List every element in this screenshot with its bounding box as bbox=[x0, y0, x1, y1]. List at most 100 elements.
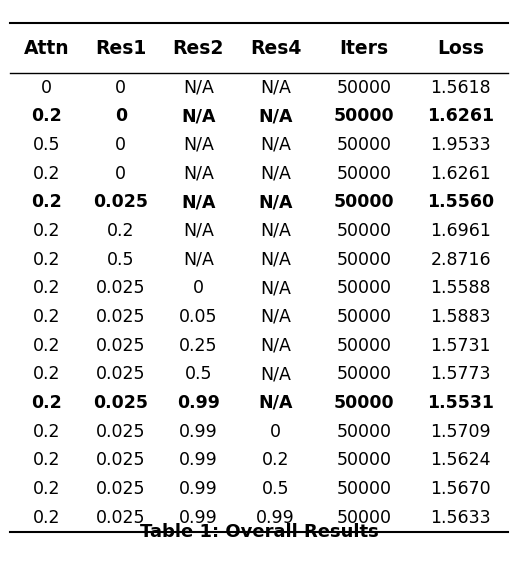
Text: N/A: N/A bbox=[260, 336, 291, 355]
Text: 0.5: 0.5 bbox=[184, 366, 212, 383]
Text: 50000: 50000 bbox=[337, 423, 392, 440]
Text: 1.6261: 1.6261 bbox=[430, 165, 491, 182]
Text: 0: 0 bbox=[115, 107, 127, 125]
Text: 50000: 50000 bbox=[337, 165, 392, 182]
Text: 0.5: 0.5 bbox=[33, 136, 60, 154]
Text: 0: 0 bbox=[41, 78, 52, 97]
Text: 0.2: 0.2 bbox=[33, 480, 60, 498]
Text: 0.99: 0.99 bbox=[179, 451, 218, 469]
Text: 0: 0 bbox=[193, 279, 204, 297]
Text: N/A: N/A bbox=[183, 222, 213, 240]
Text: Res2: Res2 bbox=[172, 38, 224, 58]
Text: 0.2: 0.2 bbox=[31, 394, 62, 412]
Text: 0.025: 0.025 bbox=[96, 480, 146, 498]
Text: 0: 0 bbox=[116, 136, 126, 154]
Text: 0.025: 0.025 bbox=[96, 279, 146, 297]
Text: 0.2: 0.2 bbox=[33, 251, 60, 269]
Text: 1.6961: 1.6961 bbox=[430, 222, 491, 240]
Text: 0.99: 0.99 bbox=[179, 480, 218, 498]
Text: 1.5531: 1.5531 bbox=[427, 394, 494, 412]
Text: 0.99: 0.99 bbox=[256, 509, 295, 527]
Text: 0.025: 0.025 bbox=[96, 336, 146, 355]
Text: 0.25: 0.25 bbox=[179, 336, 218, 355]
Text: 1.9533: 1.9533 bbox=[430, 136, 491, 154]
Text: 0.025: 0.025 bbox=[93, 193, 148, 211]
Text: 50000: 50000 bbox=[337, 451, 392, 469]
Text: N/A: N/A bbox=[260, 366, 291, 383]
Text: 0.025: 0.025 bbox=[96, 366, 146, 383]
Text: N/A: N/A bbox=[260, 251, 291, 269]
Text: 0.2: 0.2 bbox=[33, 509, 60, 527]
Text: 1.6261: 1.6261 bbox=[427, 107, 494, 125]
Text: 0.5: 0.5 bbox=[107, 251, 135, 269]
Text: 0.025: 0.025 bbox=[93, 394, 148, 412]
Text: 0.025: 0.025 bbox=[96, 509, 146, 527]
Text: 50000: 50000 bbox=[334, 394, 394, 412]
Text: 0.2: 0.2 bbox=[31, 107, 62, 125]
Text: 1.5731: 1.5731 bbox=[430, 336, 491, 355]
Text: N/A: N/A bbox=[260, 222, 291, 240]
Text: 0.2: 0.2 bbox=[31, 193, 62, 211]
Text: Loss: Loss bbox=[437, 38, 484, 58]
Text: N/A: N/A bbox=[183, 251, 213, 269]
Text: N/A: N/A bbox=[258, 394, 293, 412]
Text: 1.5633: 1.5633 bbox=[430, 509, 491, 527]
Text: 0.2: 0.2 bbox=[33, 222, 60, 240]
Text: Iters: Iters bbox=[339, 38, 388, 58]
Text: 0.2: 0.2 bbox=[33, 336, 60, 355]
Text: 1.5773: 1.5773 bbox=[430, 366, 491, 383]
Text: Table 1: Overall Results: Table 1: Overall Results bbox=[140, 523, 378, 541]
Text: N/A: N/A bbox=[260, 78, 291, 97]
Text: 50000: 50000 bbox=[337, 509, 392, 527]
Text: 50000: 50000 bbox=[337, 279, 392, 297]
Text: 0.99: 0.99 bbox=[179, 509, 218, 527]
Text: N/A: N/A bbox=[181, 193, 215, 211]
Text: 1.5588: 1.5588 bbox=[430, 279, 491, 297]
Text: N/A: N/A bbox=[260, 279, 291, 297]
Text: 50000: 50000 bbox=[337, 136, 392, 154]
Text: N/A: N/A bbox=[183, 136, 213, 154]
Text: 50000: 50000 bbox=[337, 336, 392, 355]
Text: N/A: N/A bbox=[260, 136, 291, 154]
Text: 0.2: 0.2 bbox=[33, 451, 60, 469]
Text: N/A: N/A bbox=[258, 107, 293, 125]
Text: 1.5883: 1.5883 bbox=[430, 308, 491, 326]
Text: Res4: Res4 bbox=[250, 38, 301, 58]
Text: 0.99: 0.99 bbox=[179, 423, 218, 440]
Text: 0: 0 bbox=[116, 165, 126, 182]
Text: N/A: N/A bbox=[260, 165, 291, 182]
Text: 0.2: 0.2 bbox=[33, 279, 60, 297]
Text: 0.025: 0.025 bbox=[96, 423, 146, 440]
Text: N/A: N/A bbox=[183, 78, 213, 97]
Text: 0.2: 0.2 bbox=[33, 308, 60, 326]
Text: 50000: 50000 bbox=[337, 78, 392, 97]
Text: 50000: 50000 bbox=[337, 480, 392, 498]
Text: 0.2: 0.2 bbox=[262, 451, 290, 469]
Text: Attn: Attn bbox=[23, 38, 69, 58]
Text: 1.5618: 1.5618 bbox=[430, 78, 491, 97]
Text: 0.2: 0.2 bbox=[33, 366, 60, 383]
Text: N/A: N/A bbox=[260, 308, 291, 326]
Text: Res1: Res1 bbox=[95, 38, 147, 58]
Text: 0.025: 0.025 bbox=[96, 451, 146, 469]
Text: 0.5: 0.5 bbox=[262, 480, 290, 498]
Text: 50000: 50000 bbox=[337, 308, 392, 326]
Text: 0.2: 0.2 bbox=[107, 222, 135, 240]
Text: 1.5709: 1.5709 bbox=[430, 423, 491, 440]
Text: N/A: N/A bbox=[258, 193, 293, 211]
Text: 1.5670: 1.5670 bbox=[430, 480, 491, 498]
Text: 0.2: 0.2 bbox=[33, 165, 60, 182]
Text: 0.05: 0.05 bbox=[179, 308, 218, 326]
Text: 50000: 50000 bbox=[334, 193, 394, 211]
Text: 0.025: 0.025 bbox=[96, 308, 146, 326]
Text: 50000: 50000 bbox=[337, 366, 392, 383]
Text: 50000: 50000 bbox=[337, 251, 392, 269]
Text: 1.5560: 1.5560 bbox=[427, 193, 494, 211]
Text: 2.8716: 2.8716 bbox=[430, 251, 491, 269]
Text: N/A: N/A bbox=[183, 165, 213, 182]
Text: 1.5624: 1.5624 bbox=[430, 451, 491, 469]
Text: 50000: 50000 bbox=[334, 107, 394, 125]
Text: N/A: N/A bbox=[181, 107, 215, 125]
Text: 0.99: 0.99 bbox=[177, 394, 220, 412]
Text: 50000: 50000 bbox=[337, 222, 392, 240]
